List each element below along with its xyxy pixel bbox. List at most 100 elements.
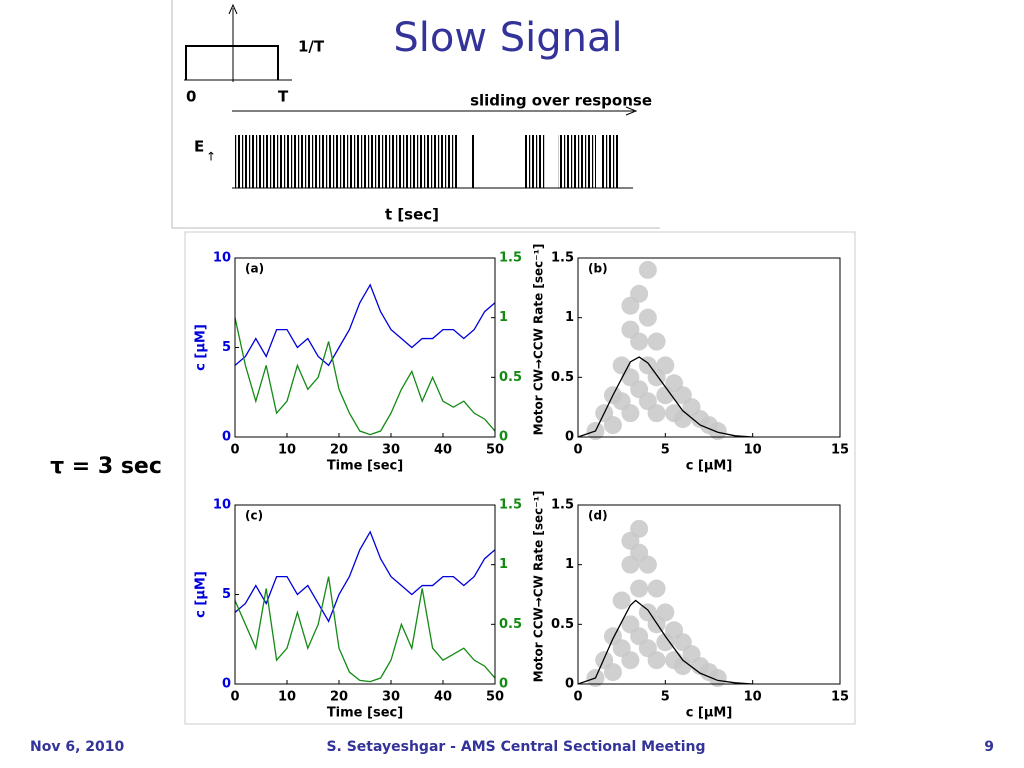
x-tick-label: 15 xyxy=(831,690,849,705)
scatter-point xyxy=(656,356,675,375)
data-line xyxy=(234,317,496,436)
x-tick-label: 40 xyxy=(434,443,452,458)
x-tick-label: 20 xyxy=(330,690,348,705)
scatter-point xyxy=(638,308,657,327)
scatter-point xyxy=(656,603,675,622)
y2-axis-label: Motor CW→CCW Rate [sec⁻¹] xyxy=(532,244,546,436)
y-axis-label: c [μM] xyxy=(194,571,209,618)
scatter-point xyxy=(647,404,666,423)
side-label: τ = 3 sec xyxy=(50,454,162,479)
y2-tick-label: 0.5 xyxy=(499,370,522,385)
y2-tick-label: 1 xyxy=(499,557,508,572)
x-tick-label: 30 xyxy=(382,690,400,705)
diagram-border xyxy=(171,0,660,229)
pulse-start: 0 xyxy=(186,88,196,106)
scatter-point xyxy=(708,669,727,688)
y2-axis-label: Motor CCW→CW Rate [sec⁻¹] xyxy=(532,491,546,683)
footer-date: Nov 6, 2010 xyxy=(30,739,124,755)
y-tick-label: 0 xyxy=(222,430,231,445)
scatter-point xyxy=(638,555,657,574)
y-tick-label: 1 xyxy=(565,557,574,572)
scatter-point xyxy=(630,579,649,598)
pulse-end: T xyxy=(278,88,289,106)
y-tick-label: 5 xyxy=(222,340,231,355)
y2-tick-label: 0 xyxy=(499,430,508,445)
data-line xyxy=(234,283,496,367)
data-line xyxy=(234,530,496,623)
y-tick-label: 1.5 xyxy=(551,498,574,513)
panel-label: (c) xyxy=(245,509,263,523)
scatter-point xyxy=(708,422,727,441)
scatter-point xyxy=(630,332,649,351)
y2-tick-label: 1.5 xyxy=(499,498,522,513)
diagram: 1/T 0 T sliding over response E ↑ t [sec… xyxy=(171,0,660,229)
scatter-point xyxy=(603,663,622,682)
x-tick-label: 0 xyxy=(573,690,582,705)
arrow-label: sliding over response xyxy=(470,92,652,110)
x-tick-label: 10 xyxy=(744,690,762,705)
slide-arrow xyxy=(232,106,638,116)
y-tick-label: 0 xyxy=(565,677,574,692)
x-axis-label: Time [sec] xyxy=(327,706,403,721)
x-tick-label: 20 xyxy=(330,443,348,458)
plot-frame xyxy=(234,257,496,438)
panel-label: (b) xyxy=(588,262,608,276)
plot-frame xyxy=(577,257,841,438)
y-tick-label: 5 xyxy=(222,587,231,602)
scatter-point xyxy=(638,260,657,279)
data-line xyxy=(234,576,496,683)
y-tick-label: 0 xyxy=(565,430,574,445)
scatter-point xyxy=(630,519,649,538)
plot-frame xyxy=(234,504,496,685)
x-tick-label: 10 xyxy=(744,443,762,458)
scatter-point xyxy=(621,404,640,423)
x-tick-label: 40 xyxy=(434,690,452,705)
signal-arrow: ↑ xyxy=(206,150,216,164)
y-axis-label: c [μM] xyxy=(194,324,209,371)
y-tick-label: 0.5 xyxy=(551,617,574,632)
x-axis-label: Time [sec] xyxy=(327,459,403,474)
y-tick-label: 10 xyxy=(213,251,231,266)
panel-label: (a) xyxy=(245,262,264,276)
fit-curve xyxy=(577,599,753,685)
y2-tick-label: 1.5 xyxy=(499,251,522,266)
x-tick-label: 10 xyxy=(278,690,296,705)
y-tick-label: 1.5 xyxy=(551,251,574,266)
y-tick-label: 10 xyxy=(213,498,231,513)
x-tick-label: 5 xyxy=(661,443,670,458)
axis-label: t [sec] xyxy=(385,206,439,224)
scatter-point xyxy=(603,416,622,435)
y-tick-label: 1 xyxy=(565,310,574,325)
panel-label: (d) xyxy=(588,509,608,523)
x-tick-label: 30 xyxy=(382,443,400,458)
pulse-height: 1/T xyxy=(298,38,325,56)
y2-tick-label: 0 xyxy=(499,677,508,692)
scatter-point xyxy=(647,332,666,351)
x-tick-label: 50 xyxy=(486,690,504,705)
plot-border xyxy=(577,504,841,685)
x-axis-label: c [μM] xyxy=(686,459,733,474)
scatter-point xyxy=(647,651,666,670)
pulse-arrow xyxy=(228,3,238,82)
x-tick-label: 15 xyxy=(831,443,849,458)
y2-tick-label: 1 xyxy=(499,310,508,325)
pulse xyxy=(185,45,279,80)
spike-train xyxy=(233,135,618,188)
y2-tick-label: 0.5 xyxy=(499,617,522,632)
scatter-point xyxy=(647,579,666,598)
x-axis-label: c [μM] xyxy=(686,706,733,721)
x-tick-label: 0 xyxy=(573,443,582,458)
x-tick-label: 5 xyxy=(661,690,670,705)
x-tick-label: 0 xyxy=(230,690,239,705)
scatter-point xyxy=(621,296,640,315)
scatter-point xyxy=(621,651,640,670)
x-tick-label: 10 xyxy=(278,443,296,458)
footer-center: S. Setayeshgar - AMS Central Sectional M… xyxy=(326,739,705,755)
x-tick-label: 50 xyxy=(486,443,504,458)
plot-border xyxy=(577,257,841,438)
y-tick-label: 0 xyxy=(222,677,231,692)
y-tick-label: 0.5 xyxy=(551,370,574,385)
footer-page: 9 xyxy=(984,739,994,755)
fit-curve xyxy=(577,356,753,438)
